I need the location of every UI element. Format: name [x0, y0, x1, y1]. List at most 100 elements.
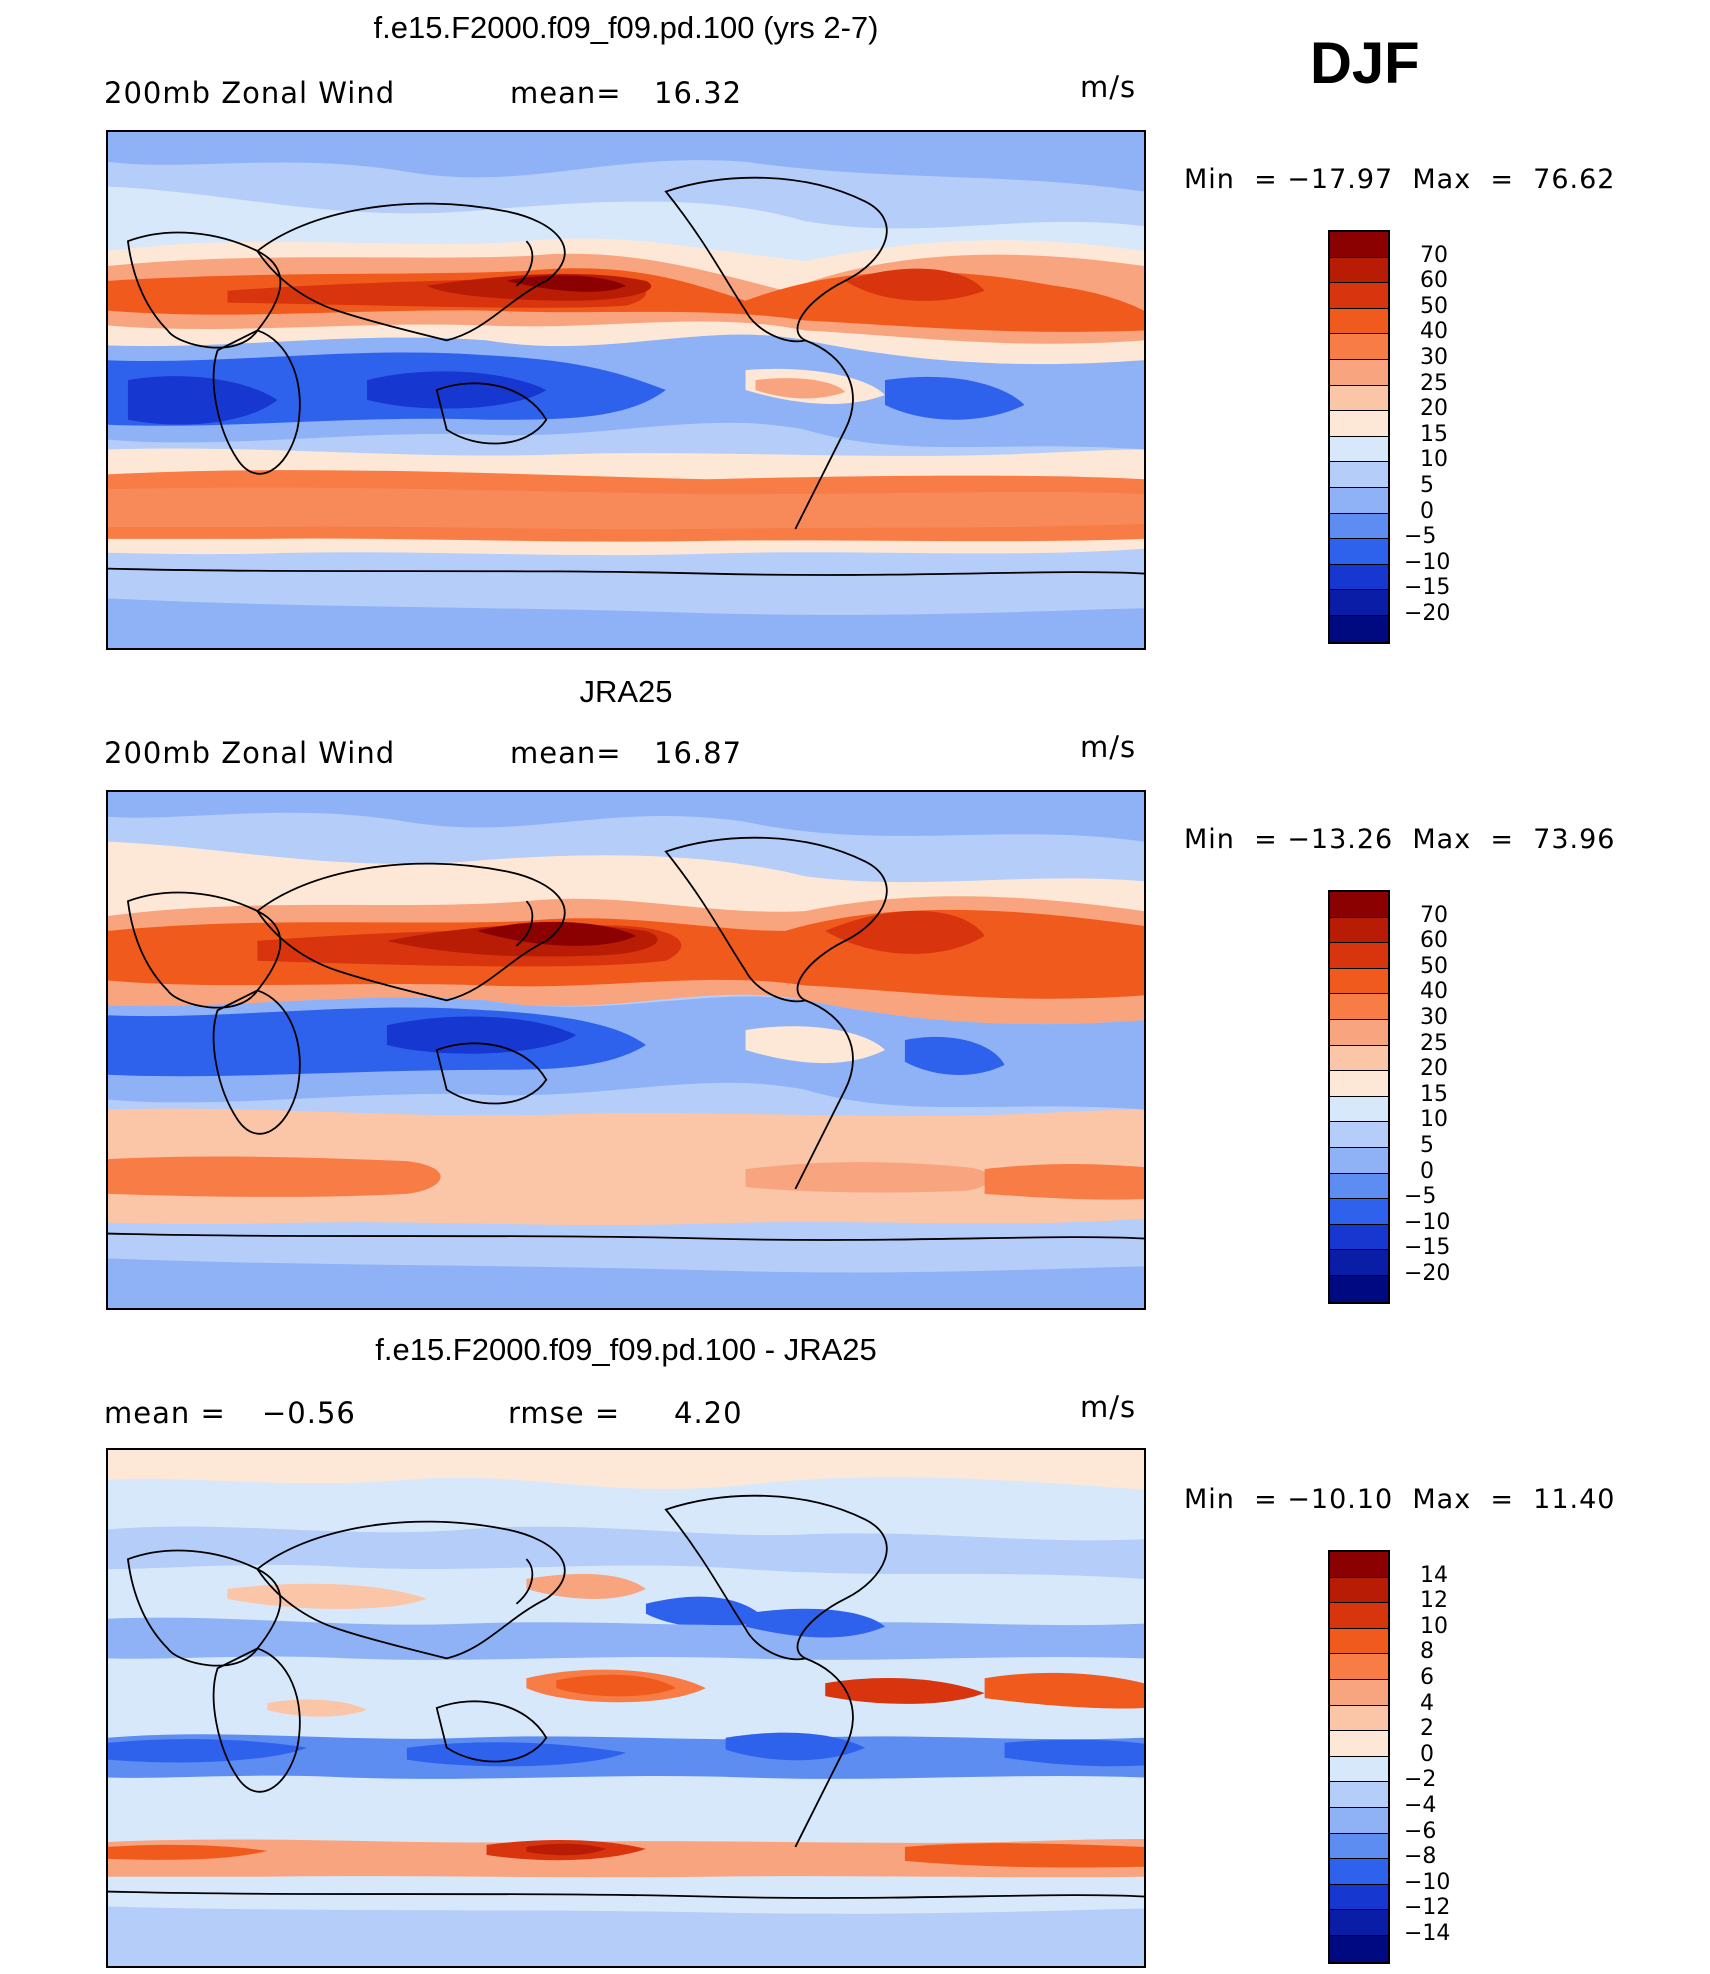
- panel-2-colorbar: [1328, 890, 1390, 1304]
- colorbar-swatch: [1330, 1884, 1388, 1911]
- colorbar-swatch: [1330, 917, 1388, 944]
- colorbar-swatch: [1330, 1679, 1388, 1706]
- panel-1-mean-value: 16.32: [654, 76, 743, 110]
- colorbar-level-label: 70: [1420, 902, 1448, 928]
- colorbar-swatch: [1330, 283, 1388, 309]
- colorbar-swatch: [1330, 232, 1388, 258]
- colorbar-level-label: −5: [1404, 524, 1437, 550]
- panel-2-minmax: Min = −13.26 Max = 73.96: [1184, 824, 1616, 855]
- colorbar-level-label: 40: [1420, 319, 1448, 345]
- colorbar-level-label: 14: [1420, 1562, 1448, 1588]
- colorbar-level-label: −8: [1404, 1844, 1437, 1870]
- panel-3-rmse-value: 4.20: [674, 1396, 743, 1430]
- colorbar-level-label: 30: [1420, 345, 1448, 370]
- colorbar-level-label: −15: [1404, 1235, 1451, 1261]
- colorbar-swatch: [1330, 943, 1388, 969]
- colorbar-level-label: 20: [1420, 396, 1448, 422]
- colorbar-swatch: [1330, 513, 1388, 540]
- colorbar-level-label: 5: [1420, 1133, 1434, 1158]
- panel-2-mean-value: 16.87: [654, 736, 743, 770]
- colorbar-level-label: −2: [1404, 1767, 1437, 1793]
- colorbar-swatch: [1330, 1224, 1388, 1251]
- colorbar-swatch: [1330, 334, 1388, 360]
- colorbar-level-label: 15: [1420, 1081, 1448, 1107]
- colorbar-swatch: [1330, 1756, 1388, 1783]
- colorbar-swatch: [1330, 892, 1388, 918]
- colorbar-level-label: 50: [1420, 293, 1448, 319]
- colorbar-level-label: −10: [1404, 1869, 1451, 1895]
- colorbar-swatch: [1330, 487, 1388, 514]
- colorbar-swatch: [1330, 462, 1388, 488]
- panel-2-title: JRA25: [579, 674, 673, 709]
- colorbar-swatch: [1330, 968, 1388, 995]
- colorbar-swatch: [1330, 1603, 1388, 1629]
- colorbar-level-label: 6: [1420, 1665, 1434, 1690]
- colorbar-level-label: −20: [1404, 601, 1451, 626]
- panel-1-units: m/s: [1080, 70, 1137, 104]
- panel-2-mean-label: mean=: [510, 736, 622, 770]
- colorbar-level-label: 12: [1420, 1588, 1448, 1614]
- panel-3-title: f.e15.F2000.f09_f09.pd.100 - JRA25: [375, 1332, 877, 1367]
- colorbar-level-label: 0: [1420, 498, 1434, 524]
- colorbar-swatch: [1330, 359, 1388, 386]
- panel-2-field-label: 200mb Zonal Wind: [104, 736, 396, 770]
- colorbar-swatch: [1330, 1833, 1388, 1860]
- colorbar-swatch: [1330, 308, 1388, 335]
- colorbar-swatch: [1330, 539, 1388, 565]
- colorbar-level-label: 8: [1420, 1639, 1434, 1665]
- panel-1-mean-label: mean=: [510, 76, 622, 110]
- colorbar-level-label: 60: [1420, 268, 1448, 294]
- colorbar-swatch: [1330, 1628, 1388, 1655]
- colorbar-level-label: 10: [1420, 447, 1448, 473]
- panel-2-map: [106, 790, 1146, 1310]
- colorbar-level-label: 60: [1420, 928, 1448, 954]
- colorbar-swatch: [1330, 1731, 1388, 1757]
- colorbar-swatch: [1330, 411, 1388, 437]
- colorbar-level-label: 2: [1420, 1716, 1434, 1742]
- panel-3-rmse-label: rmse =: [508, 1396, 621, 1430]
- panel-1-title: f.e15.F2000.f09_f09.pd.100 (yrs 2-7): [373, 10, 879, 45]
- colorbar-swatch: [1330, 257, 1388, 284]
- colorbar-swatch: [1330, 1250, 1388, 1276]
- colorbar-swatch: [1330, 1173, 1388, 1200]
- colorbar-level-label: −15: [1404, 575, 1451, 601]
- panel-3-map: [106, 1448, 1146, 1968]
- colorbar-swatch: [1330, 1935, 1388, 1962]
- colorbar-level-label: −14: [1404, 1921, 1451, 1946]
- colorbar-swatch: [1330, 1654, 1388, 1680]
- colorbar-swatch: [1330, 1552, 1388, 1578]
- colorbar-level-label: 0: [1420, 1741, 1434, 1767]
- colorbar-level-label: 10: [1420, 1613, 1448, 1639]
- colorbar-swatch: [1330, 615, 1388, 642]
- colorbar-level-label: 4: [1420, 1690, 1434, 1716]
- colorbar-level-label: 25: [1420, 1030, 1448, 1056]
- colorbar-level-label: 30: [1420, 1005, 1448, 1030]
- panel-3-mean-label: mean =: [104, 1396, 226, 1430]
- panel-1-map: [106, 130, 1146, 650]
- colorbar-level-label: −6: [1404, 1818, 1437, 1844]
- colorbar-swatch: [1330, 1071, 1388, 1097]
- colorbar-level-label: −5: [1404, 1184, 1437, 1210]
- colorbar-swatch: [1330, 1147, 1388, 1174]
- panel-1-field-label: 200mb Zonal Wind: [104, 76, 396, 110]
- colorbar-level-label: 20: [1420, 1056, 1448, 1082]
- colorbar-swatch: [1330, 1705, 1388, 1732]
- colorbar-swatch: [1330, 1096, 1388, 1123]
- colorbar-level-label: 5: [1420, 473, 1434, 498]
- colorbar-swatch: [1330, 385, 1388, 412]
- colorbar-swatch: [1330, 1045, 1388, 1072]
- colorbar-level-label: 40: [1420, 979, 1448, 1005]
- colorbar-level-label: 0: [1420, 1158, 1434, 1184]
- colorbar-swatch: [1330, 1807, 1388, 1834]
- colorbar-level-label: −20: [1404, 1261, 1451, 1286]
- colorbar-swatch: [1330, 1019, 1388, 1046]
- colorbar-swatch: [1330, 590, 1388, 616]
- panel-3-colorbar: [1328, 1550, 1390, 1964]
- season-label: DJF: [1310, 31, 1420, 96]
- panel-2-units: m/s: [1080, 730, 1137, 764]
- colorbar-swatch: [1330, 1577, 1388, 1604]
- colorbar-swatch: [1330, 436, 1388, 463]
- colorbar-level-label: 25: [1420, 370, 1448, 396]
- colorbar-swatch: [1330, 564, 1388, 591]
- panel-3-minmax: Min = −10.10 Max = 11.40: [1184, 1484, 1616, 1515]
